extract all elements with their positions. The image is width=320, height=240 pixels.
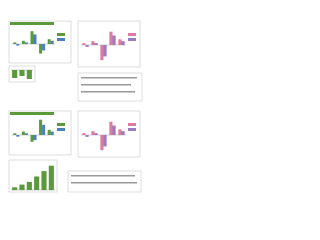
bar [47,129,51,135]
bar [13,42,17,44]
bar [19,70,25,76]
chart-frame [8,110,72,156]
bar [121,131,125,135]
bar [47,39,51,44]
bar [24,42,28,44]
bar [39,119,43,135]
bar [103,135,107,147]
document-page [0,0,149,210]
legend-swatch [128,123,136,126]
bar [100,135,104,151]
bar [118,129,122,135]
bar [26,70,32,79]
bar [12,187,18,190]
bar [91,131,95,135]
bar [39,44,43,54]
bar [50,40,54,44]
legend-swatch [57,123,65,126]
note-box [67,170,142,193]
bar [19,184,25,190]
bar [42,124,46,135]
chart-frame [77,110,141,158]
bar [26,181,32,190]
chart-frame [77,20,141,68]
bar [82,133,86,135]
bar [103,45,107,57]
chart-header [10,22,54,25]
bar [12,70,18,78]
bar [118,39,122,45]
bar [100,45,104,61]
bar [33,135,37,141]
bar [112,125,116,135]
text-line [71,175,135,177]
bar [48,165,54,190]
bar [109,31,113,45]
bar [30,31,34,44]
text-line [81,91,135,93]
bar [50,131,54,135]
bar [41,171,47,190]
text-line [81,84,131,86]
bar [85,135,89,137]
bar [82,43,86,45]
bar [121,41,125,45]
text-line [81,77,137,79]
legend-swatch [128,33,136,36]
bar [13,133,17,135]
bar [85,45,89,47]
chart-header [10,112,54,115]
bar [42,44,46,51]
bar [34,176,40,190]
bar [16,135,20,137]
bar [94,43,98,45]
charts [11,31,126,191]
legend-swatch [57,33,65,36]
bar [16,44,20,46]
legend-swatch [128,38,136,41]
bar [109,121,113,135]
bar [94,133,98,135]
bar [21,40,25,44]
chart-frame [8,20,72,64]
legend-swatch [128,128,136,131]
bar [112,35,116,45]
bar [91,41,95,45]
bar [30,135,34,142]
bar [21,131,25,135]
text-line [71,182,137,184]
legend-swatch [57,38,65,41]
bar [33,34,37,44]
bar [24,133,28,135]
legend-swatch [57,128,65,131]
